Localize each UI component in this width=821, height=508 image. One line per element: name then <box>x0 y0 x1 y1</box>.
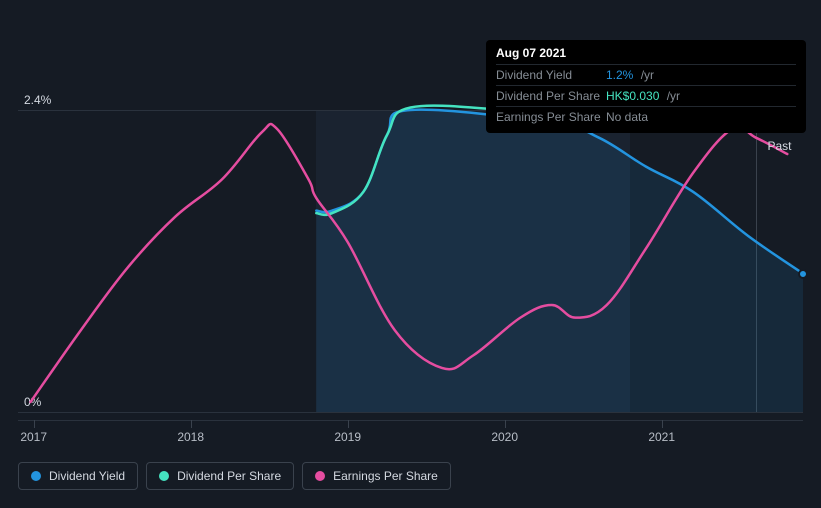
plot-area: 0%2.4%Past <box>18 110 803 412</box>
tooltip-label: Dividend Yield <box>496 68 606 82</box>
tooltip-value: HK$0.030 /yr <box>606 89 796 103</box>
past-badge: Past <box>767 139 791 153</box>
legend-label: Earnings Per Share <box>333 469 438 483</box>
legend-dot-icon <box>315 471 325 481</box>
tooltip-label: Dividend Per Share <box>496 89 606 103</box>
chart-container: 0%2.4%Past Aug 07 2021 Dividend Yield1.2… <box>18 18 803 436</box>
x-tick <box>662 420 663 428</box>
chart-svg <box>18 110 803 412</box>
tooltip-value: 1.2% /yr <box>606 68 796 82</box>
legend-label: Dividend Yield <box>49 469 125 483</box>
hover-tooltip: Aug 07 2021 Dividend Yield1.2% /yrDivide… <box>486 40 806 133</box>
y-axis-label: 2.4% <box>24 93 51 107</box>
legend-dot-icon <box>31 471 41 481</box>
legend-dot-icon <box>159 471 169 481</box>
x-tick <box>34 420 35 428</box>
x-axis-label: 2017 <box>20 430 47 444</box>
series-end-marker-dividend_yield <box>798 269 808 279</box>
x-tick <box>348 420 349 428</box>
x-axis-label: 2021 <box>648 430 675 444</box>
legend: Dividend Yield Dividend Per Share Earnings… <box>18 462 451 490</box>
x-axis-label: 2019 <box>334 430 361 444</box>
tooltip-value: No data <box>606 110 796 124</box>
tooltip-row: Earnings Per ShareNo data <box>496 106 796 127</box>
x-axis-label: 2020 <box>491 430 518 444</box>
x-tick <box>191 420 192 428</box>
legend-item[interactable]: Earnings Per Share <box>302 462 451 490</box>
x-axis: 2017 2018 2019 2020 2021 <box>18 420 803 450</box>
x-axis-label: 2018 <box>177 430 204 444</box>
gridline <box>18 412 803 413</box>
tooltip-row: Dividend Per ShareHK$0.030 /yr <box>496 85 796 106</box>
tooltip-row: Dividend Yield1.2% /yr <box>496 64 796 85</box>
tooltip-label: Earnings Per Share <box>496 110 606 124</box>
legend-item[interactable]: Dividend Per Share <box>146 462 294 490</box>
tooltip-date: Aug 07 2021 <box>496 46 796 62</box>
x-tick <box>505 420 506 428</box>
series-area-dividend_yield <box>316 110 803 412</box>
legend-label: Dividend Per Share <box>177 469 281 483</box>
x-axis-baseline <box>18 420 803 421</box>
legend-item[interactable]: Dividend Yield <box>18 462 138 490</box>
